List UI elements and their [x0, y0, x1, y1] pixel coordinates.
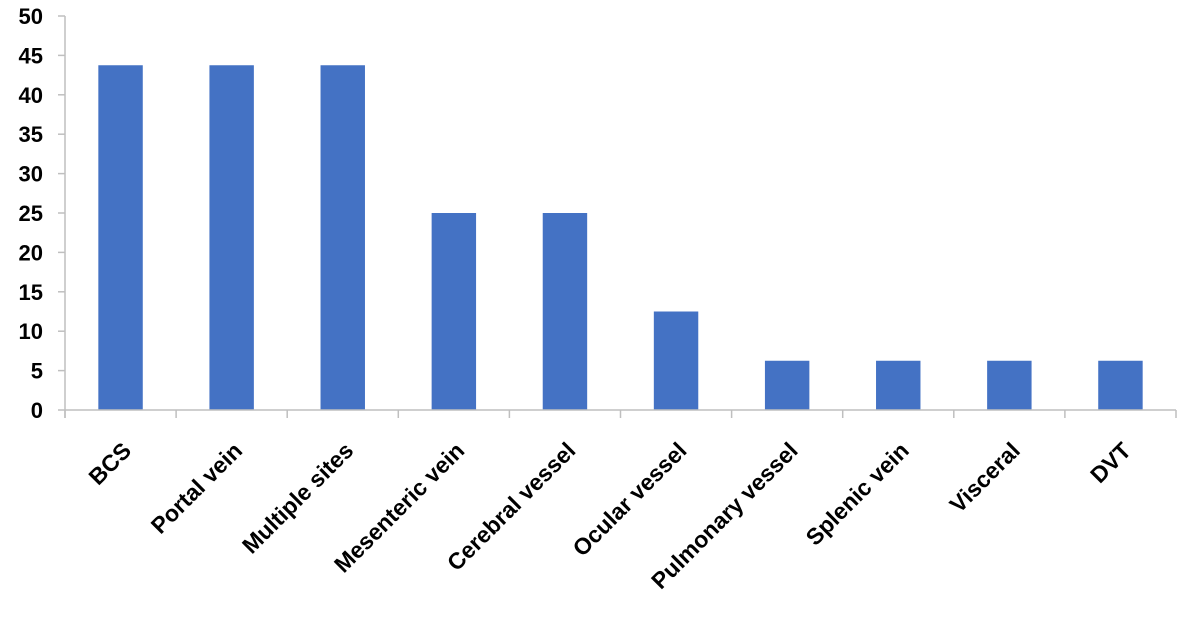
bar — [542, 213, 588, 410]
y-tick-label: 45 — [19, 43, 43, 68]
y-tick-label: 15 — [19, 280, 43, 305]
y-tick-label: 35 — [19, 122, 43, 147]
bar — [987, 360, 1032, 410]
bar — [209, 65, 254, 410]
y-tick-label: 5 — [31, 359, 43, 384]
bar — [876, 360, 921, 410]
y-tick-label: 25 — [19, 201, 43, 226]
bar — [764, 360, 810, 410]
x-tick-label: Ocular vessel — [567, 437, 691, 561]
bar — [98, 65, 143, 410]
x-tick-label: Visceral — [944, 437, 1024, 517]
y-tick-label: 20 — [19, 240, 43, 265]
x-tick-label: Multiple sites — [237, 437, 358, 558]
bars — [98, 65, 1143, 410]
y-axis-ticks: 0 5 10 15 20 25 30 35 40 45 50 — [19, 4, 65, 423]
x-tick-label: BCS — [83, 437, 136, 490]
x-tick-label: Portal vein — [146, 437, 248, 539]
x-tick-label: Splenic vein — [800, 437, 913, 550]
y-tick-label: 40 — [19, 83, 43, 108]
bar — [320, 65, 365, 410]
y-tick-label: 10 — [19, 319, 43, 344]
x-tick-label: DVT — [1085, 437, 1136, 488]
y-tick-label: 0 — [31, 398, 43, 423]
x-axis-ticks — [64, 410, 1177, 418]
y-tick-label: 30 — [19, 162, 43, 187]
y-tick-label: 50 — [19, 4, 43, 29]
bar — [1098, 360, 1143, 410]
bar — [431, 213, 477, 410]
bar — [653, 311, 699, 410]
